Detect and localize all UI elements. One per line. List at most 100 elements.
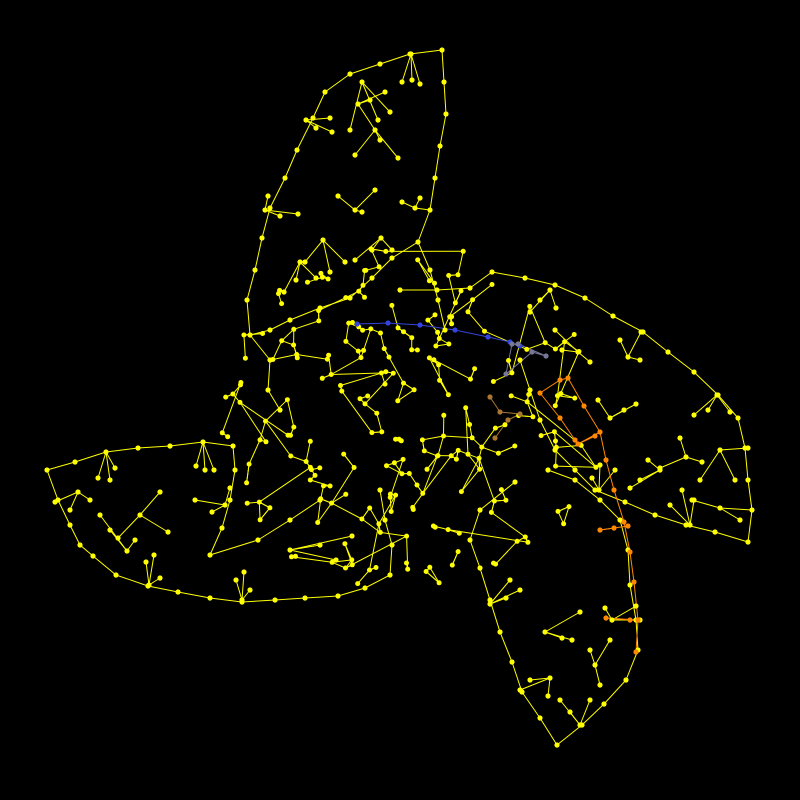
graph-edge [441,49,445,83]
graph-node [369,430,375,436]
graph-node [597,527,603,533]
graph-node [415,257,421,263]
graph-edge [434,145,441,179]
graph-node [376,264,382,270]
graph-node [553,438,558,444]
graph-edge [281,328,295,342]
graph-edge [598,469,616,491]
graph-node [467,285,473,291]
graph-node [265,193,271,199]
graph-node [657,467,663,473]
graph-edge [331,493,347,504]
graph-node [303,459,309,464]
graph-node [367,567,372,573]
graph-edge [304,595,339,599]
graph-node [405,566,411,572]
graph-node [368,326,374,332]
graph-node [587,359,593,365]
graph-node [113,572,119,578]
graph-node [383,369,389,375]
graph-edge [331,502,363,520]
graph-node [515,341,521,347]
graph-edge [246,299,251,336]
graph-edge [419,324,456,331]
graph-node [359,209,365,215]
graph-edge [625,649,639,681]
graph-node [382,517,388,523]
graph-edge [461,468,480,492]
graph-node [443,111,449,117]
graph-node [326,352,332,358]
graph-edge [293,320,319,330]
graph-edge [139,491,161,516]
graph-node [542,340,548,346]
graph-node [244,480,250,486]
graph-node [44,467,50,473]
graph-edge [349,63,381,75]
graph-edge [269,177,286,209]
graph-node [395,325,401,331]
graph-edge [561,349,579,353]
graph-edge [224,487,231,506]
graph-edge [417,209,431,243]
graph-node [227,485,233,491]
graph-edge [422,435,444,441]
graph-node [735,415,741,421]
graph-node [487,601,493,607]
graph-node [492,425,498,431]
graph-node [351,465,357,470]
graph-node [489,269,495,275]
graph-node [442,327,448,333]
graph-node [572,437,578,443]
graph-edge [437,299,446,331]
graph-edge [448,529,528,543]
graph-edge [427,319,438,333]
graph-node [343,295,349,301]
graph-edge [679,437,687,458]
graph-node [485,334,491,340]
graph-node [552,282,558,288]
graph-node [449,562,455,568]
graph-edge [554,431,597,468]
graph-edge [422,455,452,494]
graph-node [623,677,629,683]
graph-node [333,557,339,563]
graph-node [361,347,367,353]
graph-edge [265,399,288,422]
graph-edge [299,261,317,279]
graph-node [207,552,213,558]
graph-node [557,377,563,383]
graph-node [732,477,738,483]
graph-edge [376,413,383,433]
graph-edge [567,377,585,407]
graph-node [714,392,720,398]
graph-node [282,175,288,181]
graph-node [621,519,627,525]
graph-node [232,467,238,473]
graph-node [346,320,352,326]
graph-edge [267,359,271,391]
graph-node [593,464,599,470]
graph-node [426,355,432,361]
graph-node [436,336,442,341]
graph-node [77,542,83,548]
graph-node [497,409,503,415]
graph-edge [627,549,631,586]
graph-edge [390,494,397,512]
graph-node [509,370,515,376]
graph-node [272,597,278,603]
graph-node [595,397,601,403]
graph-edge [584,297,614,317]
graph-node [408,51,414,57]
graph-edge [331,467,355,504]
graph-node [389,302,395,308]
graph-node [553,463,559,469]
graph-edge [693,394,718,416]
graph-node [192,497,198,503]
graph-edge [689,499,695,526]
graph-node [571,332,577,337]
graph-node [503,595,509,601]
graph-node [362,585,368,591]
graph-node [175,589,181,595]
graph-node [446,273,452,278]
